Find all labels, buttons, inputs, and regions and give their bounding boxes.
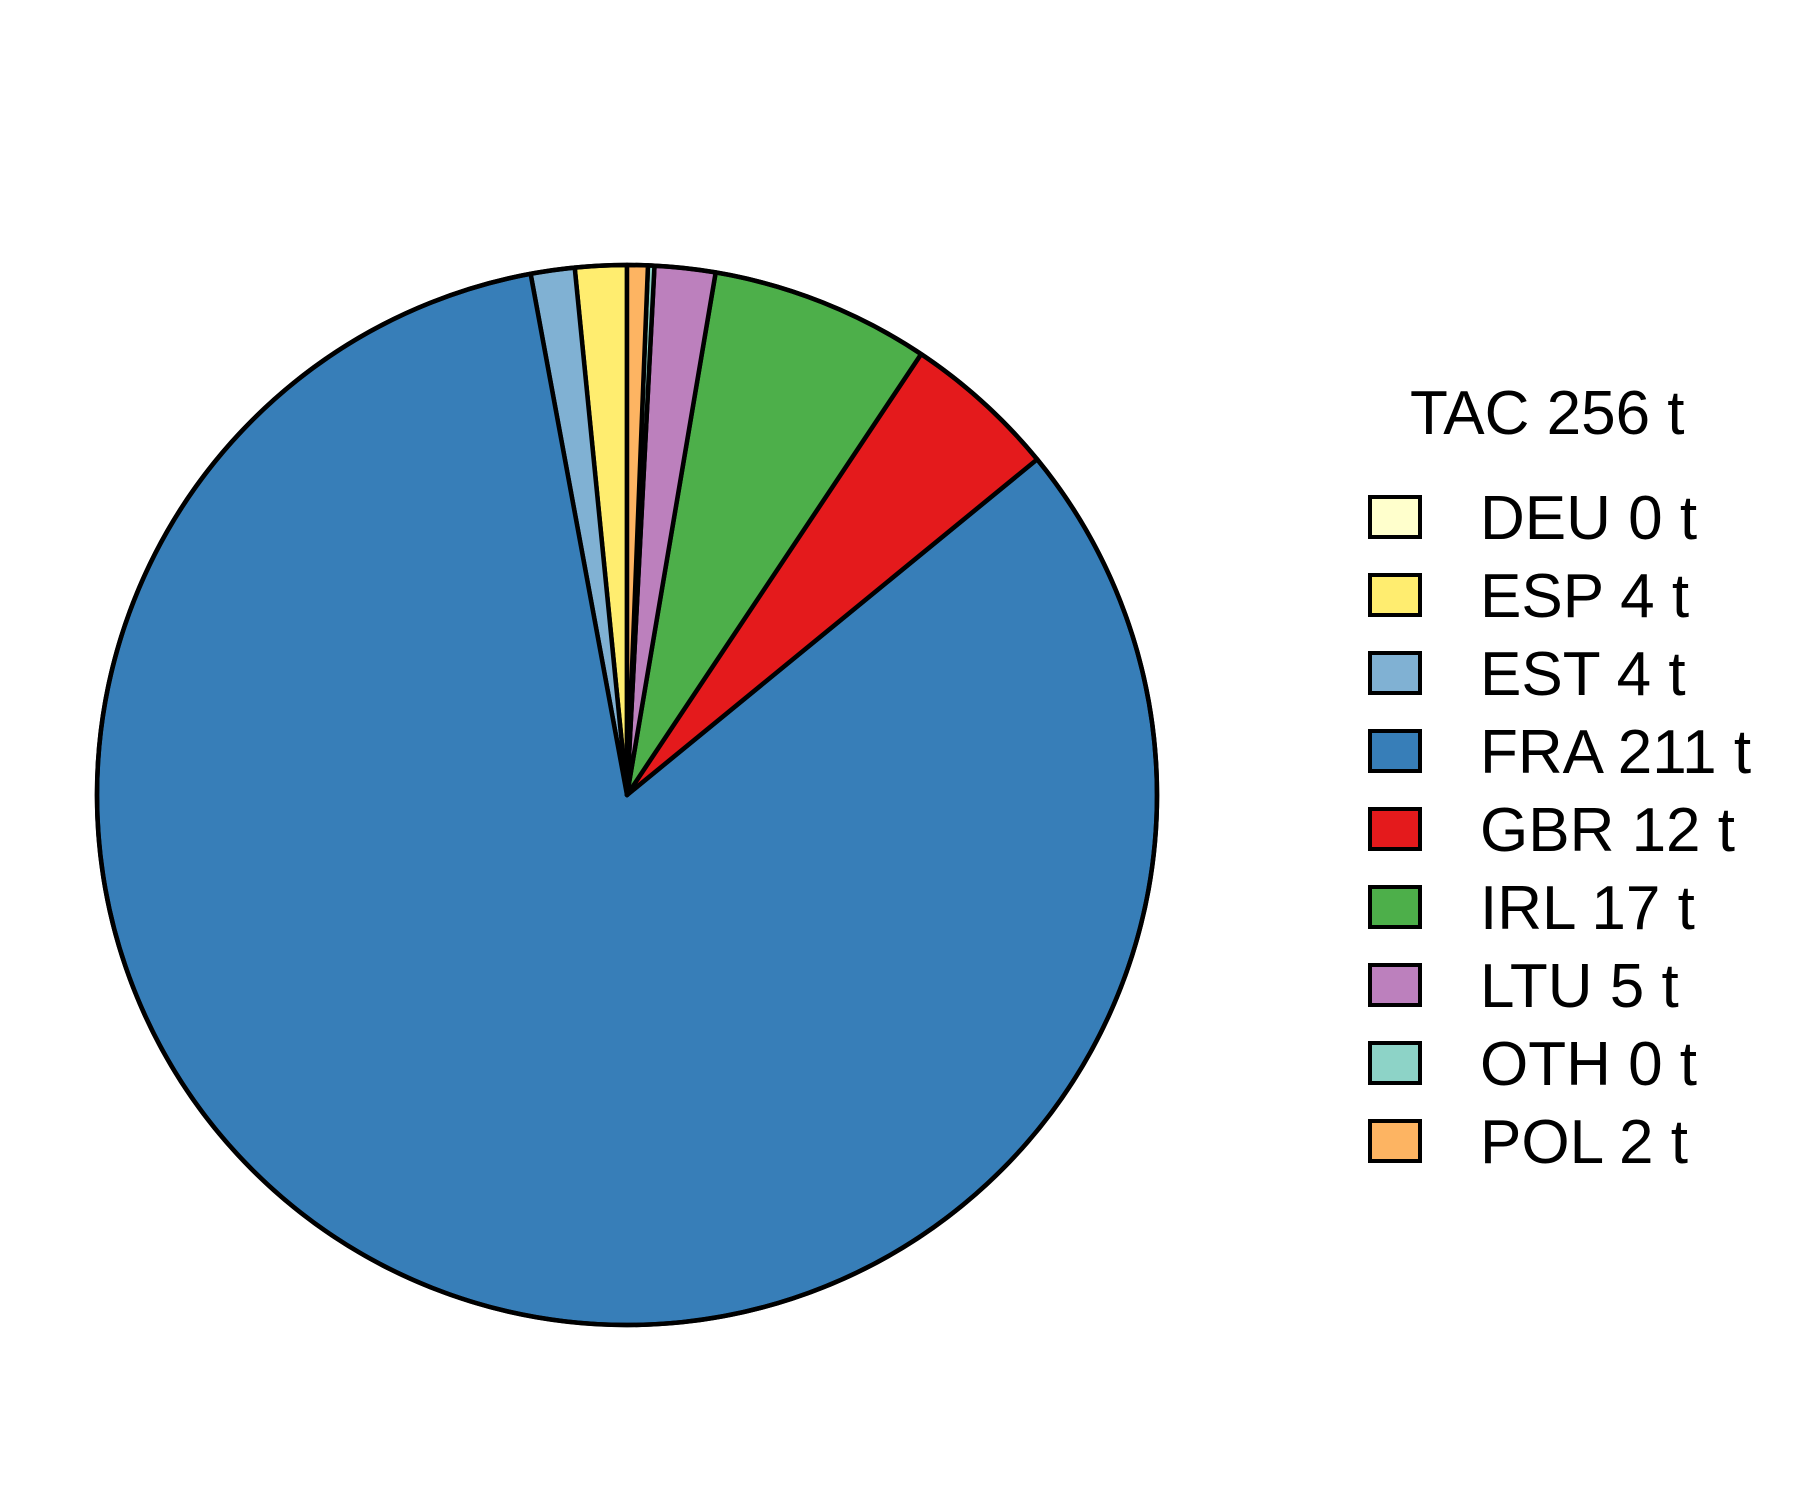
legend-swatch-esp: [1368, 573, 1422, 617]
legend-label-est: EST 4 t: [1480, 640, 1686, 709]
legend-label-ltu: LTU 5 t: [1480, 952, 1679, 1021]
legend: TAC 256 t DEU 0 t ESP 4 t EST 4 t FRA 211 t…: [1368, 379, 1751, 1177]
legend-label-irl: IRL 17 t: [1480, 874, 1695, 943]
legend-label-deu: DEU 0 t: [1480, 484, 1697, 553]
legend-swatch-gbr: [1368, 807, 1422, 851]
legend-label-pol: POL 2 t: [1480, 1108, 1688, 1177]
legend-items: DEU 0 t ESP 4 t EST 4 t FRA 211 t GBR 12 t IR…: [1368, 484, 1751, 1177]
legend-swatch-oth: [1368, 1041, 1422, 1085]
legend-label-gbr: GBR 12 t: [1480, 796, 1735, 865]
pie-outline: [94, 262, 1160, 1328]
legend-label-esp: ESP 4 t: [1480, 562, 1689, 631]
legend-swatch-est: [1368, 651, 1422, 695]
pie-slices: [94, 262, 1160, 1328]
legend-swatch-pol: [1368, 1119, 1422, 1163]
legend-label-fra: FRA 211 t: [1480, 718, 1751, 787]
legend-title: TAC 256 t: [1410, 379, 1685, 448]
legend-swatch-irl: [1368, 885, 1422, 929]
legend-swatch-fra: [1368, 729, 1422, 773]
legend-swatch-ltu: [1368, 963, 1422, 1007]
legend-label-oth: OTH 0 t: [1480, 1030, 1697, 1099]
legend-swatch-deu: [1368, 495, 1422, 539]
